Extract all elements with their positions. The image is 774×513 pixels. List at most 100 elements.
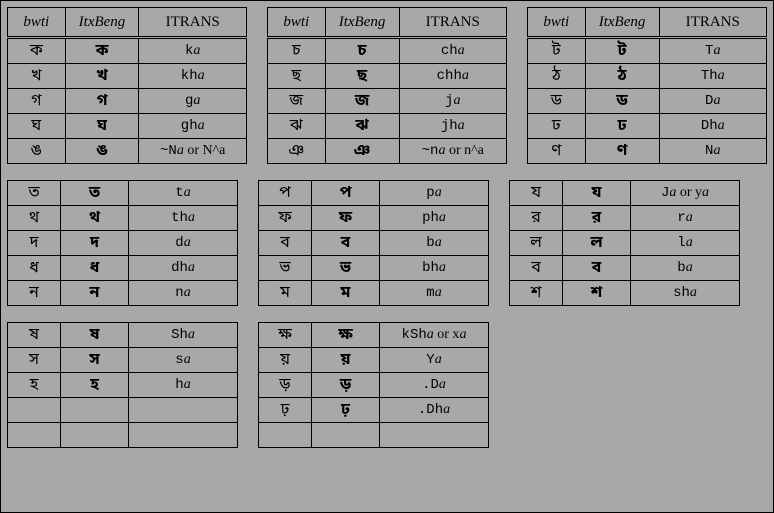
bwti-cell: গ [8,89,66,114]
table-row: পপpa [259,181,489,206]
itrans-cell: Sha [129,323,238,348]
itrans-table: যযJa or yaররraললlaববbaশশsha [509,180,740,306]
bwti-cell: ঞ [268,139,326,164]
itxbeng-cell: ক্ষ [312,323,380,348]
bwti-cell: থ [8,206,61,231]
itrans-cell: bha [380,256,489,281]
table-row: ঠঠTha [528,64,767,89]
itrans-cell: ma [380,281,489,306]
bwti-cell: য [510,181,563,206]
itxbeng-cell: ঘ [65,114,139,139]
bwti-cell: ছ [268,64,326,89]
itxbeng-cell: ঠ [585,64,659,89]
itxbeng-cell: ট [585,38,659,64]
itrans-cell: .Da [380,373,489,398]
table-row: ঢঢDha [528,114,767,139]
table-row: সসsa [8,348,238,373]
table-row: খখkha [8,64,247,89]
bwti-cell: জ [268,89,326,114]
itrans-cell: ha [129,373,238,398]
table-row: ছছchha [268,64,507,89]
itrans-cell: Tha [659,64,766,89]
bwti-cell: ঙ [8,139,66,164]
itrans-cell: la [631,231,740,256]
bwti-cell: ল [510,231,563,256]
itrans-table: bwtiItxBengITRANSচচchaছছchhaজজjaঝঝjhaঞঞ~… [267,7,507,164]
table-row [8,423,238,448]
bwti-cell: ণ [528,139,586,164]
itrans-table: bwtiItxBengITRANSটটTaঠঠThaডডDaঢঢDhaণণNa [527,7,767,164]
itxbeng-cell: ল [563,231,631,256]
bwti-cell: ড় [259,373,312,398]
itxbeng-cell: ড় [312,373,380,398]
bwti-cell [259,423,312,448]
table-row: দদda [8,231,238,256]
bwti-cell [8,398,61,423]
itrans-cell: Ja or ya [631,181,740,206]
itxbeng-cell: ন [61,281,129,306]
table-row: হহha [8,373,238,398]
itxbeng-cell: ঢ় [312,398,380,423]
itxbeng-cell: ণ [585,139,659,164]
itxbeng-cell: ধ [61,256,129,281]
itxbeng-cell: স [61,348,129,373]
itxbeng-cell: শ [563,281,631,306]
table-row: ফফpha [259,206,489,231]
itrans-cell: ~na or n^a [399,139,506,164]
col-header-bwti: bwti [528,8,586,38]
itrans-cell: ~Na or N^a [139,139,247,164]
bwti-cell: ক [8,38,66,64]
col-header-itrans: ITRANS [139,8,247,38]
table-row-group: ততtaথথthaদদdaধধdhaননnaপপpaফফphaববbaভভbha… [7,180,767,306]
itrans-cell: Na [659,139,766,164]
itrans-cell: Da [659,89,766,114]
table-row: য়য়Ya [259,348,489,373]
bwti-cell: য় [259,348,312,373]
itxbeng-cell: ছ [325,64,399,89]
itrans-cell: ba [631,256,740,281]
itrans-cell: ga [139,89,247,114]
bwti-cell: ন [8,281,61,306]
bwti-cell: শ [510,281,563,306]
table-row: ক্ষক্ষkSha or xa [259,323,489,348]
bwti-cell: প [259,181,312,206]
itxbeng-cell: য [563,181,631,206]
itxbeng-cell: ড [585,89,659,114]
table-row-group: bwtiItxBengITRANSককkaখখkhaগগgaঘঘghaঙঙ~Na… [7,7,767,164]
itrans-cell: .Dha [380,398,489,423]
bwti-cell: ট [528,38,586,64]
table-row: যযJa or ya [510,181,740,206]
col-header-itrans: ITRANS [659,8,766,38]
bwti-cell: ষ [8,323,61,348]
bwti-cell: ঠ [528,64,586,89]
bwti-cell: ক্ষ [259,323,312,348]
itxbeng-cell: খ [65,64,139,89]
table-row: ধধdha [8,256,238,281]
itxbeng-cell: থ [61,206,129,231]
itrans-cell: sa [129,348,238,373]
itrans-table: bwtiItxBengITRANSককkaখখkhaগগgaঘঘghaঙঙ~Na… [7,7,247,164]
itrans-cell: sha [631,281,740,306]
bwti-cell: ঢ [528,114,586,139]
bwti-cell: র [510,206,563,231]
table-row: ঞঞ~na or n^a [268,139,507,164]
itxbeng-cell [312,423,380,448]
table-row: ড়ড়.Da [259,373,489,398]
table-row: মমma [259,281,489,306]
table-row: ভভbha [259,256,489,281]
table-row: জজja [268,89,507,114]
itrans-cell [129,398,238,423]
itxbeng-cell: দ [61,231,129,256]
itxbeng-cell: চ [325,38,399,64]
itxbeng-cell: গ [65,89,139,114]
bwti-cell: ঝ [268,114,326,139]
itxbeng-cell: প [312,181,380,206]
itrans-cell: Ta [659,38,766,64]
itrans-cell: Ya [380,348,489,373]
bwti-cell: ফ [259,206,312,231]
table-row: ববba [259,231,489,256]
col-header-itxbeng: ItxBeng [325,8,399,38]
bwti-cell [8,423,61,448]
bwti-cell: ভ [259,256,312,281]
itxbeng-cell: ক [65,38,139,64]
